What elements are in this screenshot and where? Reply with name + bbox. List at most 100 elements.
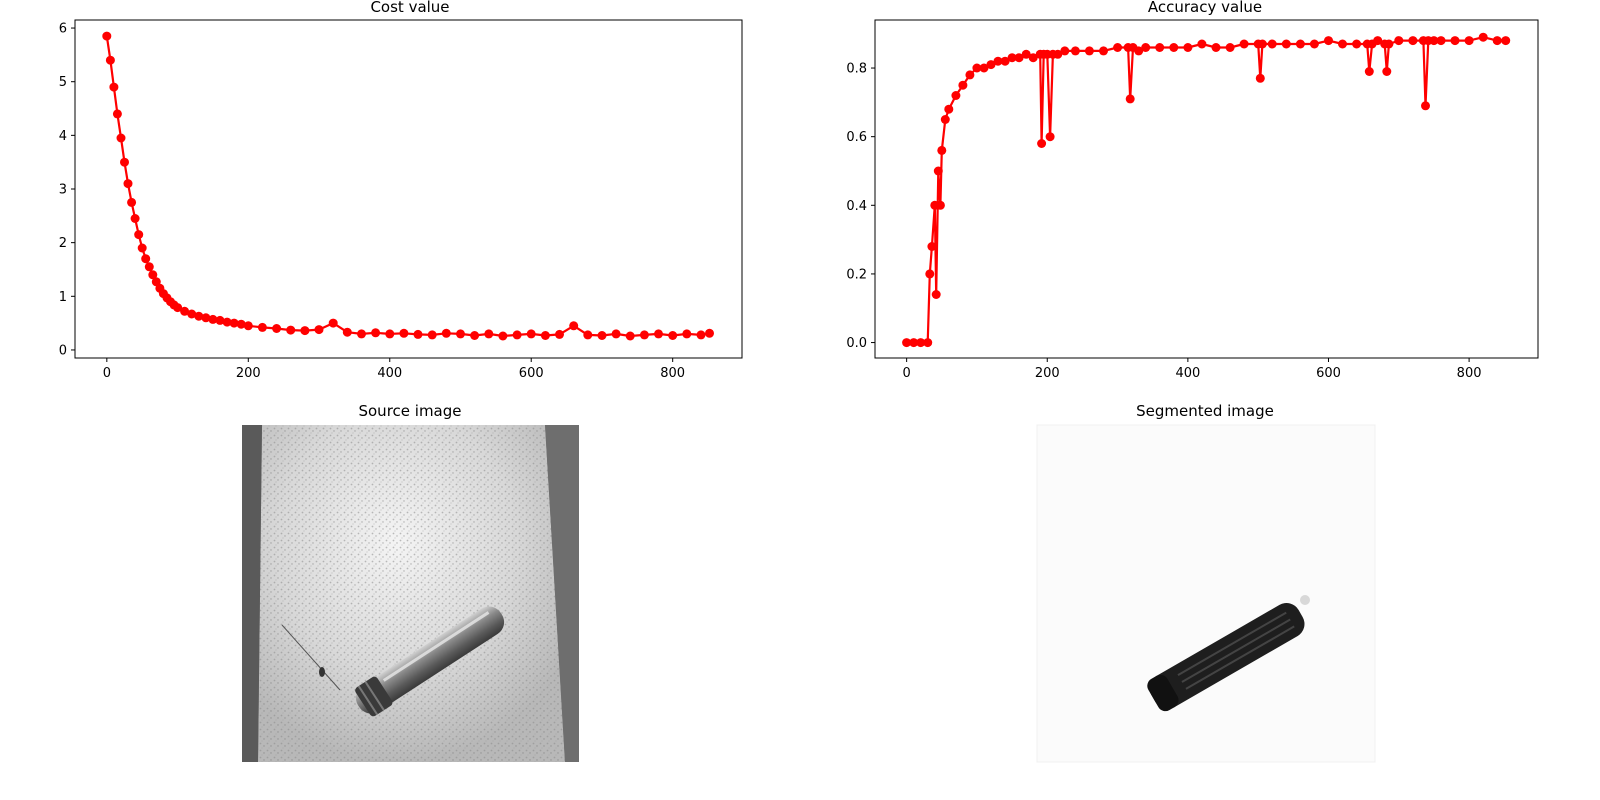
accuracy-data-point xyxy=(1281,39,1291,49)
accuracy-data-point xyxy=(944,104,954,114)
cost-data-point xyxy=(399,328,409,338)
cost-data-point xyxy=(625,331,635,341)
accuracy-x-tick-label: 800 xyxy=(1457,366,1482,381)
cost-data-point xyxy=(555,329,564,339)
cost-data-point xyxy=(569,321,579,331)
cost-data-point xyxy=(328,318,338,328)
accuracy-x-tick-label: 200 xyxy=(1035,366,1060,381)
accuracy-x-tick-label: 400 xyxy=(1175,366,1200,381)
cost-data-point xyxy=(148,270,158,280)
accuracy-data-point xyxy=(951,91,961,100)
chart-title: Cost value xyxy=(370,0,449,16)
cost-data-point xyxy=(127,197,137,207)
cost-data-point xyxy=(682,329,692,339)
cost-data-point xyxy=(427,330,437,340)
accuracy-data-point xyxy=(1099,46,1108,56)
cost-data-point xyxy=(102,31,112,41)
accuracy-y-tick-label: 0.6 xyxy=(846,130,867,145)
cost-series-line xyxy=(105,35,710,338)
accuracy-data-point xyxy=(1501,36,1511,46)
accuracy-data-point xyxy=(1408,36,1418,46)
cost-data-point xyxy=(639,330,649,340)
accuracy-axes-frame xyxy=(874,19,1539,359)
accuracy-x-axis: 0 200 400 600 800 xyxy=(902,358,1482,381)
accuracy-data-point xyxy=(1084,46,1094,56)
cost-y-tick-label: 1 xyxy=(59,290,67,305)
cost-data-point xyxy=(130,214,140,223)
cost-data-point xyxy=(215,315,225,325)
accuracy-data-point xyxy=(1113,43,1123,52)
cost-data-point xyxy=(342,327,352,337)
cost-plot-area xyxy=(102,31,714,341)
cost-data-point xyxy=(257,322,267,332)
accuracy-data-point xyxy=(1000,56,1010,66)
cost-data-point xyxy=(611,329,621,339)
accuracy-data-point xyxy=(1364,67,1374,76)
cost-data-point xyxy=(187,309,197,319)
accuracy-data-point xyxy=(1053,49,1063,59)
segmented-image xyxy=(1036,424,1376,763)
accuracy-data-point xyxy=(937,145,947,155)
accuracy-data-point xyxy=(1267,39,1277,49)
accuracy-data-point xyxy=(909,338,919,348)
accuracy-data-point xyxy=(965,70,975,80)
accuracy-data-point xyxy=(972,63,982,73)
cost-x-axis: 0 200 400 600 800 xyxy=(103,358,685,381)
segmented-image-panel: Segmented image xyxy=(1036,402,1376,763)
cost-data-point xyxy=(137,243,147,253)
cost-x-tick-label: 200 xyxy=(236,366,261,381)
cost-data-point xyxy=(668,331,678,340)
cost-data-point xyxy=(654,329,663,339)
accuracy-data-point xyxy=(1141,43,1151,52)
accuracy-data-point xyxy=(1134,46,1144,56)
cost-data-point xyxy=(696,330,706,340)
source-image xyxy=(242,425,579,762)
source-image-title: Source image xyxy=(358,402,461,420)
accuracy-data-point xyxy=(1257,39,1267,49)
accuracy-x-tick-label: 0 xyxy=(902,366,910,381)
accuracy-data-point xyxy=(1060,46,1070,56)
accuracy-data-point xyxy=(923,338,933,348)
cost-data-point xyxy=(705,328,714,338)
cost-data-point xyxy=(456,329,465,339)
cost-y-tick-label: 5 xyxy=(59,75,67,90)
cost-data-point xyxy=(512,330,522,340)
cost-data-point xyxy=(385,329,395,339)
cost-data-point xyxy=(371,328,381,338)
cost-data-point xyxy=(144,262,154,272)
cost-y-tick-label: 4 xyxy=(59,129,67,144)
accuracy-data-point xyxy=(1070,46,1080,56)
cost-data-point xyxy=(201,313,211,323)
accuracy-series-line xyxy=(906,36,1506,344)
accuracy-x-tick-label: 600 xyxy=(1316,366,1341,381)
cost-chart: Cost value 0 200 400 600 800 0 1 2 3 4 5 6 xyxy=(59,0,743,381)
cost-x-tick-label: 0 xyxy=(103,366,111,381)
cost-y-tick-label: 3 xyxy=(59,183,67,198)
cost-data-point xyxy=(105,55,115,65)
accuracy-data-point xyxy=(925,269,935,279)
cost-data-point xyxy=(116,133,126,143)
accuracy-data-point xyxy=(993,56,1003,66)
accuracy-data-point xyxy=(1197,39,1207,49)
source-image-panel: Source image xyxy=(242,402,579,762)
accuracy-data-point xyxy=(933,166,943,176)
accuracy-data-point xyxy=(1324,36,1333,46)
accuracy-data-point xyxy=(935,200,945,210)
accuracy-data-point xyxy=(1014,53,1024,63)
accuracy-y-tick-label: 0.4 xyxy=(846,199,867,214)
accuracy-data-point xyxy=(1021,49,1031,59)
accuracy-data-point xyxy=(916,338,926,348)
accuracy-data-point xyxy=(1394,36,1404,46)
accuracy-data-point xyxy=(1309,39,1319,49)
cost-data-point xyxy=(484,329,494,339)
accuracy-data-point xyxy=(1125,94,1135,104)
chart-title: Accuracy value xyxy=(1148,0,1262,16)
accuracy-data-point xyxy=(986,60,996,70)
accuracy-data-point xyxy=(1211,43,1221,52)
cost-data-point xyxy=(236,319,246,329)
cost-y-tick-label: 2 xyxy=(59,236,67,251)
cost-data-point xyxy=(526,329,536,339)
cost-x-tick-label: 800 xyxy=(660,366,685,381)
cost-data-point xyxy=(583,330,593,340)
accuracy-data-point xyxy=(979,63,989,73)
